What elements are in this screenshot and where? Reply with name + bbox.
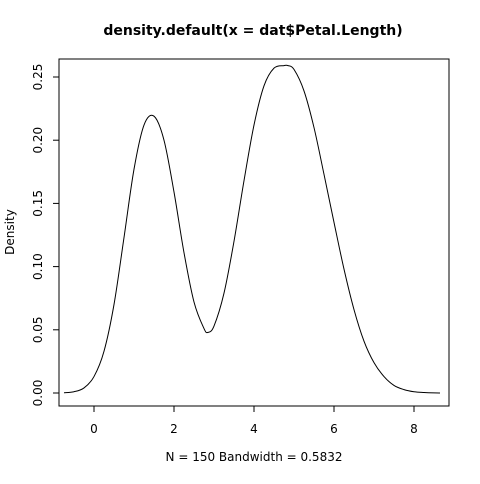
series-group — [63, 64, 441, 394]
y-tick-label: 0.10 — [31, 253, 45, 280]
x-axis-label: N = 150 Bandwidth = 0.5832 — [166, 450, 343, 464]
y-tick-label: 0.05 — [31, 316, 45, 343]
chart-title: density.default(x = dat$Petal.Length) — [103, 23, 402, 39]
plot-frame — [58, 58, 450, 407]
y-tick-label: 0.20 — [31, 127, 45, 154]
x-axis: 0 2 4 6 8 — [90, 405, 418, 436]
y-tick-label: 0.00 — [31, 380, 45, 407]
y-tick-label: 0.15 — [31, 190, 45, 217]
y-axis: 0.00 0.05 0.10 0.15 0.20 0.25 — [31, 64, 60, 407]
y-axis-label: Density — [3, 209, 17, 255]
density-curve-line — [63, 64, 441, 394]
x-tick-label: 0 — [90, 422, 98, 436]
y-tick-label: 0.25 — [31, 64, 45, 91]
x-tick-label: 8 — [410, 422, 418, 436]
x-tick-label: 6 — [330, 422, 338, 436]
x-tick-label: 2 — [170, 422, 178, 436]
x-tick-label: 4 — [250, 422, 258, 436]
